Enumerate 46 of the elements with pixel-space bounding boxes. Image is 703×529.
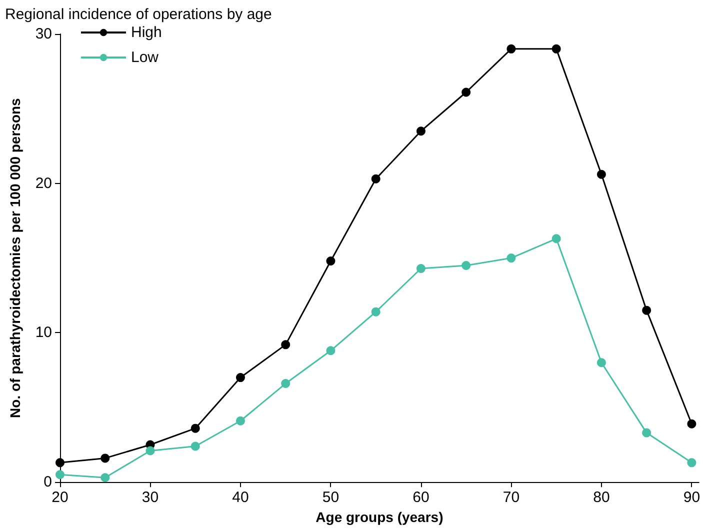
- x-axis-title: Age groups (years): [316, 509, 444, 525]
- point: [281, 340, 290, 350]
- point: [190, 424, 200, 433]
- point: [371, 307, 380, 316]
- legend-label: Low: [131, 49, 159, 66]
- point: [146, 446, 155, 456]
- y-tick-label: 30: [35, 26, 52, 42]
- point: [56, 470, 64, 480]
- point: [552, 234, 561, 244]
- point: [687, 419, 696, 428]
- x-tick-label: 30: [142, 489, 159, 506]
- point: [642, 428, 652, 438]
- point: [56, 458, 64, 468]
- x-tick-label: 50: [322, 489, 340, 506]
- point: [371, 174, 380, 184]
- chart-title: Regional incidence of operations by age: [5, 6, 272, 23]
- x-tick-label: 40: [232, 489, 249, 506]
- point: [416, 264, 426, 274]
- y-tick-label: 20: [35, 174, 52, 192]
- x-tick-label: 90: [683, 489, 700, 506]
- point: [462, 261, 471, 270]
- point: [642, 306, 652, 315]
- point: [100, 454, 110, 463]
- point: [552, 44, 561, 54]
- point: [100, 473, 110, 482]
- y-tick-label: 0: [44, 474, 52, 491]
- y-axis-title: No. of parathyroidectomies per 100 000 persons: [7, 98, 23, 418]
- legend-label: High: [131, 24, 162, 41]
- point: [236, 373, 245, 382]
- x-tick-label: 60: [412, 489, 430, 506]
- point: [687, 458, 696, 468]
- x-tick-label: 80: [593, 489, 610, 506]
- point: [596, 170, 606, 179]
- point: [236, 416, 245, 426]
- point: [281, 379, 290, 388]
- y-tick-label: 10: [35, 324, 52, 342]
- point: [326, 346, 336, 356]
- point: [326, 256, 336, 266]
- point: [506, 44, 516, 54]
- point: [596, 358, 606, 368]
- point: [462, 88, 471, 97]
- x-tick-label: 70: [502, 489, 520, 506]
- x-tick-label: 20: [52, 489, 68, 506]
- point: [506, 254, 516, 263]
- point: [416, 126, 426, 136]
- point: [190, 442, 200, 451]
